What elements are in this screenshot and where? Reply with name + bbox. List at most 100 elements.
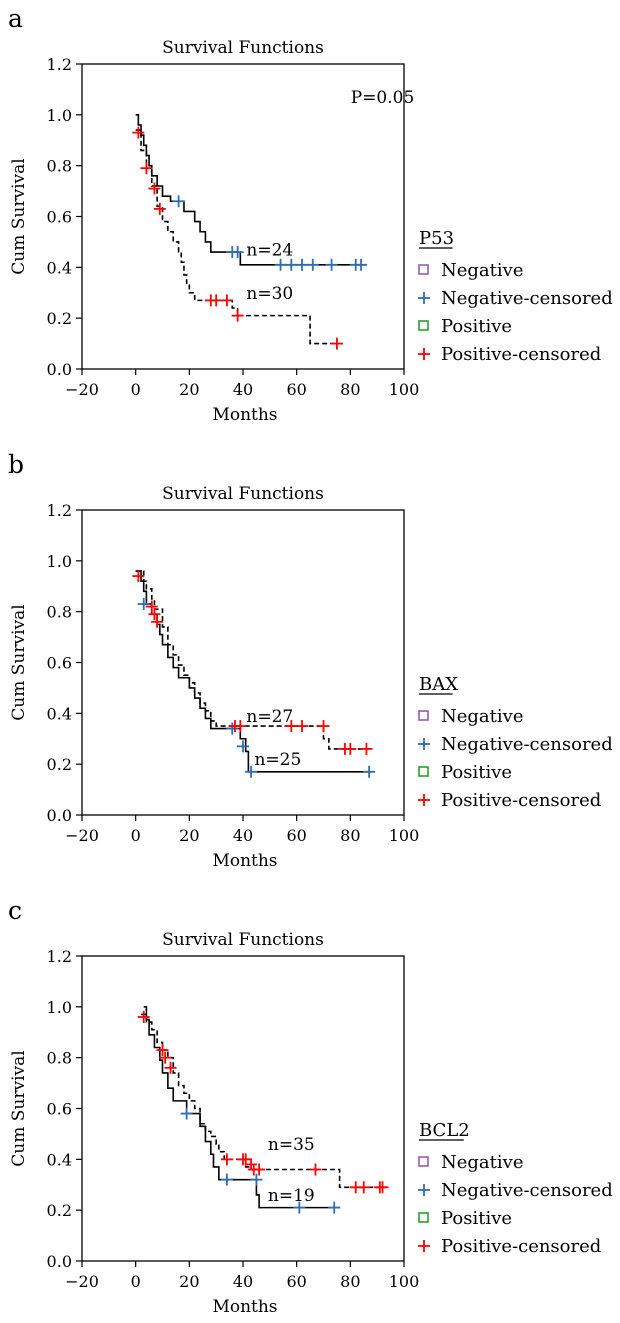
y-tick-label: 0.2 xyxy=(47,1201,72,1220)
x-tick-label: −20 xyxy=(65,826,99,845)
x-tick-label: 40 xyxy=(233,826,253,845)
legend-entry-label: Negative xyxy=(441,706,523,727)
censor-mark-negative xyxy=(180,1107,193,1120)
legend-title: P53 xyxy=(419,228,454,249)
legend-entry-label: Positive xyxy=(441,762,512,783)
annotation: n=19 xyxy=(268,1186,315,1206)
x-tick-label: 100 xyxy=(389,1272,420,1291)
plot-frame xyxy=(81,509,405,816)
annotation: n=35 xyxy=(268,1135,315,1155)
censor-mark-positive xyxy=(148,608,161,621)
censor-mark-positive xyxy=(285,720,298,733)
censor-mark-positive xyxy=(253,1163,266,1176)
censor-mark-positive xyxy=(153,202,166,215)
x-tick-label: 60 xyxy=(286,1272,306,1291)
y-tick-label: 0.8 xyxy=(47,157,72,176)
panel-label: b xyxy=(8,450,24,479)
series-positive xyxy=(132,126,343,350)
survival-curve-positive xyxy=(135,129,337,345)
legend-entry-label: Negative xyxy=(441,260,523,281)
annotation: n=24 xyxy=(246,241,293,261)
legend-marker-square xyxy=(418,766,429,777)
censor-mark-positive xyxy=(231,309,244,322)
legend-entry-label: Negative xyxy=(441,1152,523,1173)
series-positive xyxy=(137,1011,389,1194)
plot-frame xyxy=(81,955,405,1262)
legend-marker-square xyxy=(418,320,429,331)
censor-mark-negative xyxy=(237,740,249,753)
x-tick-label: 0 xyxy=(131,380,141,399)
y-tick-label: 0.4 xyxy=(47,704,72,723)
censor-mark-positive xyxy=(132,126,145,139)
censor-mark-negative xyxy=(285,258,298,271)
panel-a: a Survival Functions 0.0 0.2 0.4 0.6 0.8 1.0 1.2… xyxy=(8,4,613,425)
x-tick-label: 40 xyxy=(233,1272,253,1291)
x-tick-label: 100 xyxy=(389,380,420,399)
censor-mark-positive xyxy=(137,1011,150,1023)
censor-mark-negative xyxy=(274,258,287,271)
x-tick-label: 20 xyxy=(179,826,199,845)
legend-marker-plus xyxy=(418,738,430,750)
legend-marker-square xyxy=(418,710,429,721)
censor-mark-negative xyxy=(245,765,258,778)
x-axis-label: Months xyxy=(212,1297,277,1317)
annotation: n=25 xyxy=(254,750,301,770)
x-tick-label: −20 xyxy=(65,380,99,399)
legend-title: BAX xyxy=(419,674,458,695)
censor-mark-positive xyxy=(376,1181,389,1194)
censor-mark-negative xyxy=(220,1173,233,1186)
series-negative xyxy=(135,570,376,778)
censor-mark-positive xyxy=(164,1061,177,1074)
legend-marker-plus xyxy=(418,1240,430,1252)
censor-mark-negative xyxy=(226,722,239,735)
censor-mark-positive xyxy=(132,570,145,583)
chart-title: Survival Functions xyxy=(162,930,324,950)
panel-label: a xyxy=(8,4,23,33)
legend-marker-plus xyxy=(418,292,430,304)
censor-mark-positive xyxy=(156,1044,169,1057)
y-axis-label: Cum Survival xyxy=(9,604,29,720)
censor-mark-positive xyxy=(140,162,153,175)
censor-mark-negative xyxy=(293,1201,306,1214)
censor-mark-positive xyxy=(309,1163,322,1176)
y-tick-label: 1.0 xyxy=(47,998,72,1017)
censor-mark-positive xyxy=(145,600,158,613)
x-tick-label: 20 xyxy=(179,380,199,399)
y-tick-label: 0.6 xyxy=(47,208,72,227)
x-tick-label: 80 xyxy=(340,1272,360,1291)
censor-mark-positive xyxy=(245,1158,258,1171)
x-axis-label: Months xyxy=(212,405,277,425)
legend-entry-label: Positive xyxy=(441,316,512,337)
y-tick-label: 0.8 xyxy=(47,1049,72,1068)
legend: P53 Negative Negative-censored Positive Posi… xyxy=(418,228,613,365)
censor-mark-positive xyxy=(296,720,309,733)
survival-curve-negative xyxy=(143,1006,340,1209)
survival-curve-positive xyxy=(135,570,370,750)
censor-mark-positive xyxy=(239,1153,252,1166)
legend: BCL2 Negative Negative-censored Positive Pos… xyxy=(418,1120,613,1257)
censor-mark-positive xyxy=(330,337,343,350)
x-tick-label: 0 xyxy=(131,826,141,845)
censor-mark-negative xyxy=(137,598,150,611)
censor-mark-positive xyxy=(357,1181,370,1194)
censor-mark-negative xyxy=(325,258,338,271)
y-tick-label: 1.2 xyxy=(47,55,72,74)
legend-entry-label: Negative-censored xyxy=(441,288,613,309)
legend-marker-plus xyxy=(418,348,430,360)
legend-title: BCL2 xyxy=(419,1120,470,1141)
censor-mark-positive xyxy=(344,742,357,755)
survival-curve-negative xyxy=(135,114,367,266)
censor-mark-negative xyxy=(296,258,309,271)
x-tick-label: 0 xyxy=(131,1272,141,1291)
censor-mark-positive xyxy=(220,1153,233,1166)
x-tick-label: 80 xyxy=(340,826,360,845)
censor-mark-positive xyxy=(159,1051,172,1064)
y-tick-label: 0.8 xyxy=(47,603,72,622)
censor-mark-positive xyxy=(234,720,247,733)
series-negative xyxy=(135,114,368,271)
y-tick-label: 1.2 xyxy=(47,947,72,966)
chart-title: Survival Functions xyxy=(162,38,324,58)
censor-mark-positive xyxy=(148,182,161,195)
legend-marker-plus xyxy=(418,1184,430,1196)
